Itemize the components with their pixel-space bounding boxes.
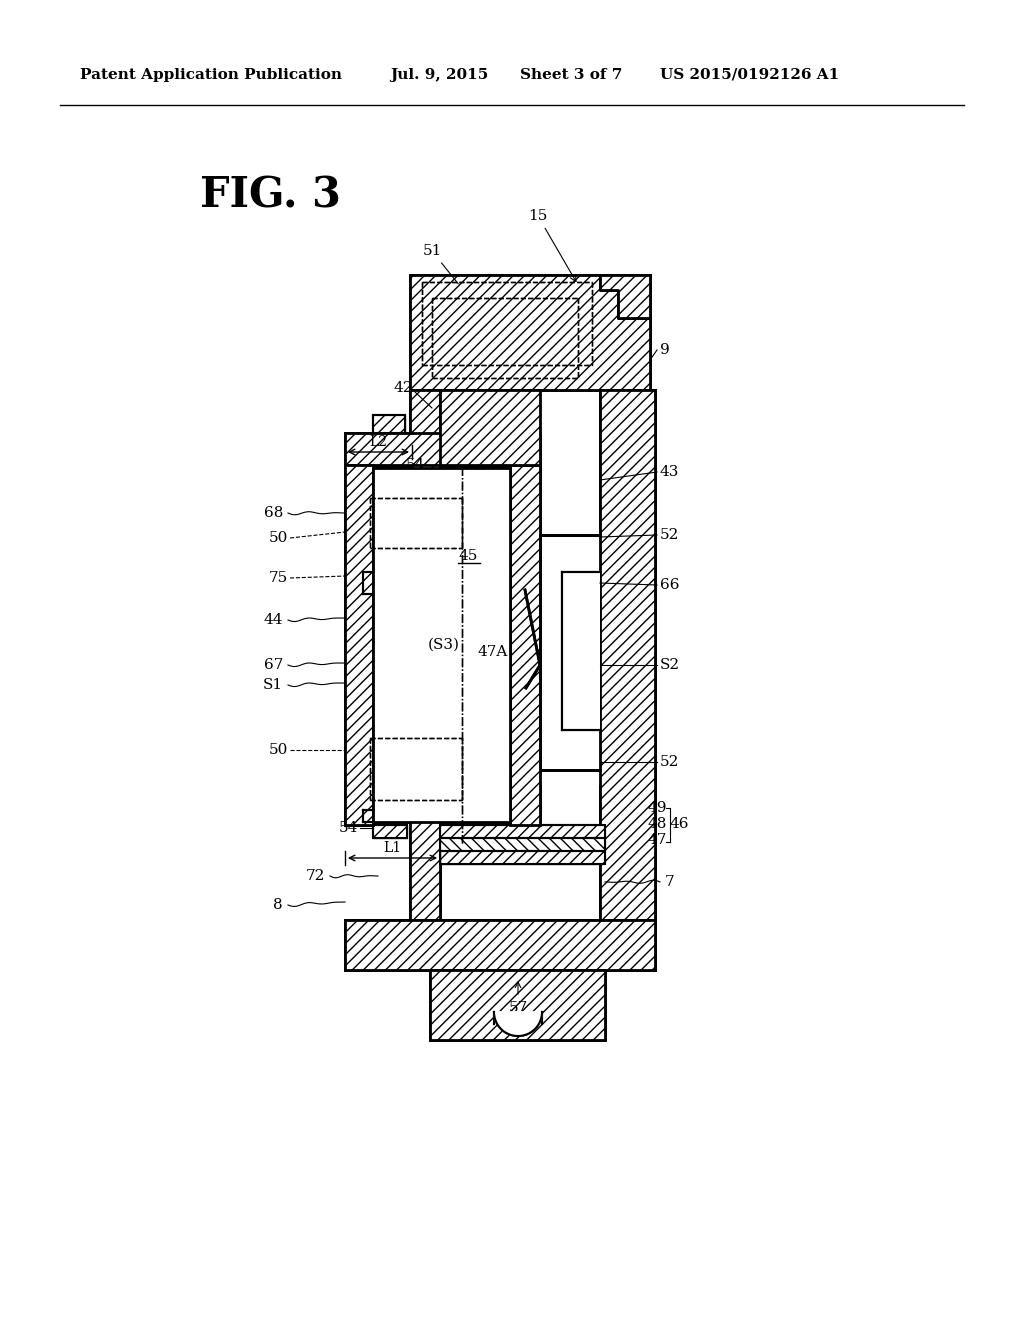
Polygon shape — [600, 275, 650, 318]
Text: 50: 50 — [268, 531, 288, 545]
Text: 66: 66 — [660, 578, 680, 591]
Polygon shape — [345, 920, 655, 970]
Polygon shape — [540, 535, 600, 785]
Text: 49: 49 — [648, 801, 668, 814]
Text: 42: 42 — [393, 381, 413, 395]
Text: 54: 54 — [406, 458, 425, 473]
Polygon shape — [345, 433, 540, 465]
Polygon shape — [562, 572, 600, 730]
Text: 54: 54 — [339, 821, 358, 836]
Polygon shape — [410, 275, 650, 389]
Text: S1: S1 — [263, 678, 283, 692]
Text: Jul. 9, 2015: Jul. 9, 2015 — [390, 69, 488, 82]
Polygon shape — [345, 465, 373, 825]
Text: 57: 57 — [508, 1001, 527, 1015]
Text: (S3): (S3) — [428, 638, 460, 652]
Polygon shape — [600, 389, 655, 920]
Text: L1: L1 — [383, 841, 401, 855]
Polygon shape — [430, 970, 605, 1040]
Polygon shape — [373, 469, 510, 822]
Polygon shape — [494, 1012, 542, 1036]
Polygon shape — [430, 970, 605, 1040]
Text: 67: 67 — [263, 657, 283, 672]
Text: US 2015/0192126 A1: US 2015/0192126 A1 — [660, 69, 840, 82]
Polygon shape — [440, 389, 540, 465]
Polygon shape — [345, 920, 655, 970]
Polygon shape — [410, 389, 440, 920]
Polygon shape — [345, 433, 540, 465]
Text: 50: 50 — [268, 743, 288, 756]
Polygon shape — [345, 465, 373, 825]
Text: 7: 7 — [665, 875, 675, 888]
Polygon shape — [440, 825, 605, 838]
Text: FIG. 3: FIG. 3 — [200, 174, 341, 216]
Polygon shape — [600, 389, 655, 920]
Text: 45: 45 — [459, 549, 477, 564]
Text: 68: 68 — [263, 506, 283, 520]
Polygon shape — [440, 838, 605, 851]
Polygon shape — [373, 414, 406, 433]
Polygon shape — [410, 389, 440, 920]
Polygon shape — [373, 825, 407, 838]
Polygon shape — [510, 465, 540, 825]
Polygon shape — [440, 851, 605, 865]
Text: 48: 48 — [648, 817, 668, 832]
Text: 9: 9 — [660, 343, 670, 356]
Polygon shape — [562, 572, 600, 730]
Polygon shape — [440, 825, 605, 838]
Text: S2: S2 — [660, 657, 680, 672]
Text: 46: 46 — [670, 817, 689, 832]
Text: 52: 52 — [660, 528, 679, 543]
Text: 8: 8 — [273, 898, 283, 912]
Text: Patent Application Publication: Patent Application Publication — [80, 69, 342, 82]
Polygon shape — [494, 1012, 542, 1036]
Text: 43: 43 — [660, 465, 679, 479]
Polygon shape — [440, 838, 605, 851]
Text: 72: 72 — [305, 869, 325, 883]
Text: 75: 75 — [268, 572, 288, 585]
Text: 47A: 47A — [478, 645, 508, 659]
Text: 52: 52 — [660, 755, 679, 770]
Polygon shape — [373, 414, 406, 433]
Polygon shape — [373, 825, 407, 838]
Polygon shape — [373, 469, 510, 822]
Polygon shape — [600, 275, 650, 318]
Polygon shape — [440, 851, 605, 865]
Text: 47: 47 — [648, 833, 668, 847]
Text: Sheet 3 of 7: Sheet 3 of 7 — [520, 69, 623, 82]
Polygon shape — [410, 275, 650, 389]
Text: 51: 51 — [422, 244, 459, 284]
Text: 15: 15 — [528, 209, 575, 281]
Text: 44: 44 — [263, 612, 283, 627]
Polygon shape — [510, 465, 540, 825]
Text: L2: L2 — [369, 436, 387, 449]
